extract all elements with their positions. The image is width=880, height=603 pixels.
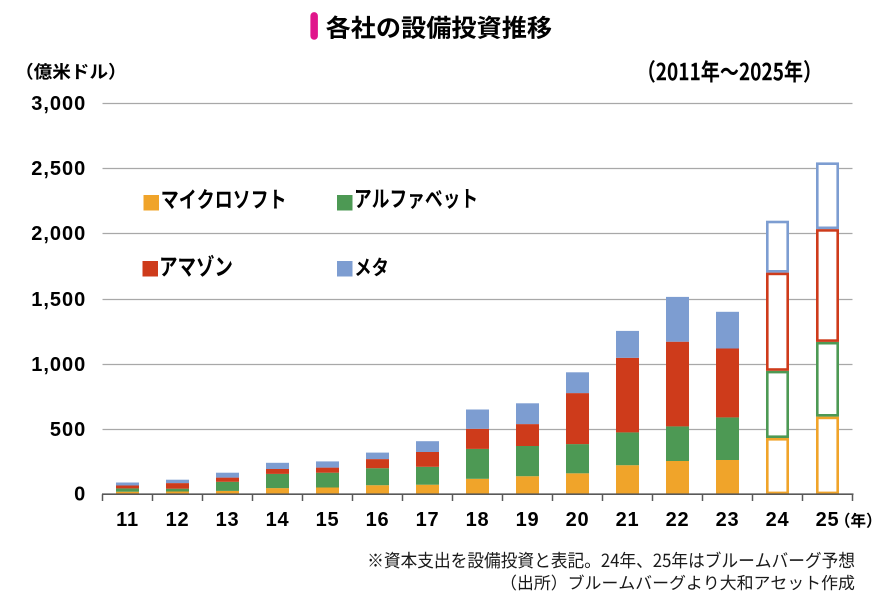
svg-text:19: 19 xyxy=(516,509,540,531)
svg-text:3,000: 3,000 xyxy=(31,93,86,115)
svg-text:24: 24 xyxy=(766,509,790,531)
svg-text:23: 23 xyxy=(716,509,740,531)
svg-text:22: 22 xyxy=(666,509,690,531)
svg-text:11: 11 xyxy=(116,509,139,531)
svg-text:1,500: 1,500 xyxy=(31,289,86,311)
svg-text:15: 15 xyxy=(316,509,340,531)
svg-text:18: 18 xyxy=(466,509,490,531)
svg-text:17: 17 xyxy=(416,509,440,531)
svg-text:20: 20 xyxy=(566,509,590,531)
svg-text:500: 500 xyxy=(50,419,86,441)
svg-text:21: 21 xyxy=(616,509,640,531)
svg-text:1,000: 1,000 xyxy=(31,354,86,376)
svg-text:2,500: 2,500 xyxy=(31,158,86,180)
svg-text:14: 14 xyxy=(266,509,290,531)
svg-text:0: 0 xyxy=(74,484,86,506)
svg-text:2,000: 2,000 xyxy=(31,223,86,245)
svg-text:12: 12 xyxy=(166,509,190,531)
svg-text:16: 16 xyxy=(366,509,390,531)
svg-text:25: 25 xyxy=(816,509,840,531)
svg-text:13: 13 xyxy=(216,509,240,531)
